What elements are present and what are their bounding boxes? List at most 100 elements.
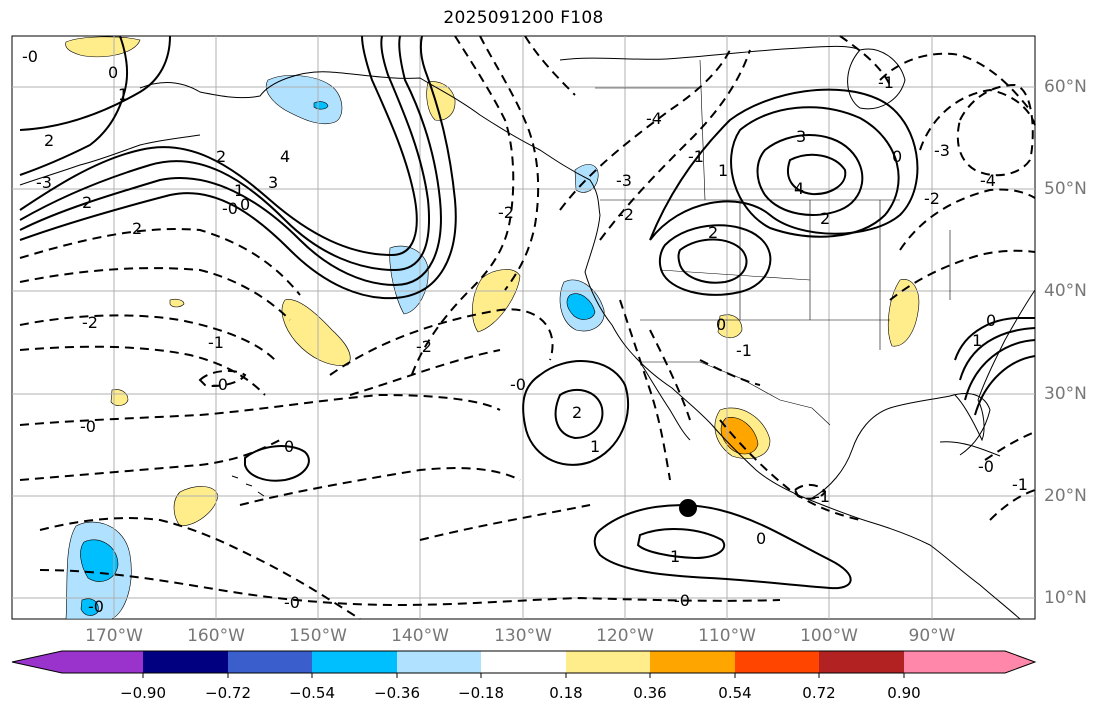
contour-dashed bbox=[649, 329, 691, 421]
contour-label: -0 bbox=[212, 375, 228, 394]
contour-label: -0 bbox=[674, 591, 690, 610]
contour-dashed bbox=[899, 188, 1036, 251]
contour-dashed bbox=[719, 419, 861, 521]
colorbar-outline bbox=[11, 650, 1037, 674]
lon-label: 140°W bbox=[391, 626, 449, 646]
hawaii bbox=[231, 475, 265, 497]
contour-dashed bbox=[19, 439, 281, 481]
contour-dashed bbox=[239, 467, 521, 506]
contour-dashed bbox=[889, 249, 1036, 301]
colorbar-tick-label: 0.72 bbox=[802, 684, 836, 702]
contour-label: 0 bbox=[892, 147, 902, 166]
colorbar-tick-label: −0.90 bbox=[120, 684, 166, 702]
lon-label: 90°W bbox=[908, 626, 956, 646]
hudson-bay bbox=[847, 48, 906, 110]
contour-solid bbox=[677, 238, 748, 284]
lat-label: 20°N bbox=[1044, 486, 1087, 506]
contour-dashed bbox=[984, 431, 1036, 461]
shaded-area-cyan bbox=[80, 598, 99, 616]
colorbar-segment bbox=[228, 651, 312, 673]
contour-solid bbox=[19, 35, 457, 300]
contour-dashed bbox=[198, 369, 247, 387]
contour-label: 4 bbox=[794, 179, 804, 198]
colorbar-segment bbox=[481, 651, 566, 673]
lon-label: 130°W bbox=[494, 626, 552, 646]
colorbar-tick-label: −0.72 bbox=[205, 684, 251, 702]
colorbar-segment bbox=[735, 651, 819, 673]
contour-label: 1 bbox=[234, 181, 244, 200]
colorbar-segment bbox=[12, 651, 143, 673]
contour-label: -2 bbox=[416, 337, 432, 356]
colorbar-segment bbox=[819, 651, 904, 673]
contour-solid bbox=[636, 527, 725, 560]
contour-dashed bbox=[19, 267, 291, 321]
contour-label: 2 bbox=[132, 219, 142, 238]
contour-label: -3 bbox=[934, 141, 950, 160]
colorbar-tick-label: 0.18 bbox=[549, 684, 583, 702]
contour-dashed bbox=[479, 35, 540, 291]
florida bbox=[954, 394, 985, 442]
colorbar-segment bbox=[143, 651, 228, 673]
contour-label: 2 bbox=[82, 193, 92, 212]
contour-dashed bbox=[39, 517, 361, 620]
contour-label: 1 bbox=[118, 85, 128, 104]
contour-label: 0 bbox=[716, 315, 726, 334]
lat-label: 40°N bbox=[1044, 281, 1087, 301]
north-america-west-coast bbox=[584, 214, 1021, 620]
contour-label: 2 bbox=[216, 147, 226, 166]
colorbar-tick-label: −0.18 bbox=[458, 684, 504, 702]
contour-solid bbox=[522, 360, 630, 466]
contour-label: 4 bbox=[280, 147, 290, 166]
cuba bbox=[939, 441, 1001, 457]
colorbar-segment bbox=[650, 651, 735, 673]
contour-dashed bbox=[329, 308, 554, 376]
lat-label: 50°N bbox=[1044, 179, 1087, 199]
contour-label: 2 bbox=[708, 223, 718, 242]
contour-solid bbox=[19, 35, 442, 287]
lon-label: 100°W bbox=[800, 626, 858, 646]
contour-solid bbox=[19, 35, 129, 176]
contour-label: 0 bbox=[986, 311, 996, 330]
contour-label: -0 bbox=[284, 593, 300, 612]
contour-label: 1 bbox=[972, 331, 982, 350]
contour-label: 0 bbox=[756, 529, 766, 548]
colorbar bbox=[11, 650, 1037, 678]
contour-label: -2 bbox=[82, 313, 98, 332]
canada-arctic-coast bbox=[559, 45, 861, 61]
aleutian-chain bbox=[19, 134, 201, 186]
contour-solid bbox=[554, 388, 604, 440]
baja-california bbox=[639, 361, 691, 441]
contour-lines-dashed bbox=[19, 35, 1036, 620]
contour-label: 0 bbox=[108, 63, 118, 82]
contour-label: 3 bbox=[268, 173, 278, 192]
contour-label: -0 bbox=[88, 597, 104, 616]
contour-label: -1 bbox=[736, 341, 752, 360]
contour-label: -1 bbox=[688, 147, 704, 166]
contour-solid bbox=[756, 134, 864, 216]
colorbar-segment bbox=[904, 651, 1035, 673]
contour-dashed bbox=[419, 504, 591, 541]
contour-label: -0 bbox=[510, 375, 526, 394]
contour-solid bbox=[954, 317, 1036, 416]
colorbar-segment bbox=[397, 651, 481, 673]
contour-label: 0 bbox=[240, 195, 250, 214]
contour-dashed bbox=[956, 83, 1034, 177]
contour-dashed bbox=[919, 88, 1036, 151]
contour-label: -1 bbox=[878, 73, 894, 92]
contour-dashed bbox=[989, 489, 1036, 521]
colorbar-tick-label: −0.54 bbox=[289, 684, 335, 702]
contour-dashed bbox=[39, 569, 781, 607]
gulf-of-mexico-coast bbox=[811, 393, 991, 499]
contour-label: -4 bbox=[980, 171, 996, 190]
contour-label: 0 bbox=[284, 437, 294, 456]
contour-label: -4 bbox=[646, 109, 662, 128]
contour-label: -1 bbox=[1012, 475, 1028, 494]
contour-label: -2 bbox=[924, 189, 940, 208]
map-panel: -0 0 1 2 2 3 4 1 0 -0 2 2 -3 -2 -1 -0 -0… bbox=[11, 35, 1036, 620]
contour-solid bbox=[19, 35, 171, 131]
contour-label: -0 bbox=[22, 47, 38, 66]
alaska-coast bbox=[139, 71, 601, 216]
shaded-area-blue bbox=[265, 75, 343, 125]
contour-label: 2 bbox=[572, 403, 582, 422]
contour-solid bbox=[19, 35, 418, 257]
